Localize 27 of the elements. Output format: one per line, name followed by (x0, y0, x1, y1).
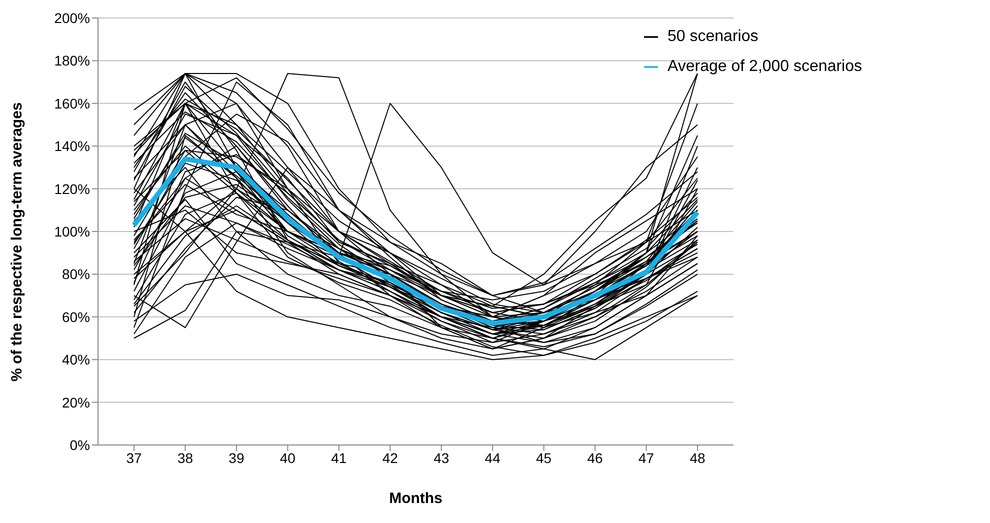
x-tick-label: 45 (536, 450, 552, 466)
x-axis-title: Months (389, 490, 442, 507)
y-axis-title: % of the respective long-term averages (8, 102, 26, 382)
x-tick-label: 43 (434, 450, 450, 466)
y-tick-label: 80% (62, 266, 90, 282)
legend-label: Average of 2,000 scenarios (668, 58, 862, 75)
x-tick-label: 41 (331, 450, 347, 466)
y-tick-label: 20% (62, 394, 90, 410)
legend-label: 50 scenarios (668, 28, 758, 45)
y-tick-label: 160% (54, 95, 90, 112)
y-tick-label: 40% (62, 352, 90, 368)
x-tick-label: 42 (382, 450, 398, 466)
x-tick-label: 38 (177, 450, 194, 466)
y-tick-label: 140% (54, 138, 90, 154)
x-tick-label: 47 (638, 450, 654, 466)
y-tick-label: 120% (54, 180, 90, 197)
x-tick-label: 48 (690, 450, 706, 466)
y-tick-label: 100% (54, 223, 90, 240)
y-tick-label: 180% (54, 52, 90, 69)
y-tick-label: 0% (70, 436, 90, 453)
x-tick-label: 46 (587, 450, 604, 466)
y-tick-label: 200% (54, 10, 90, 26)
x-tick-label: 44 (484, 450, 501, 466)
x-tick-label: 39 (228, 450, 244, 466)
y-tick-label: 60% (62, 308, 90, 325)
x-tick-label: 37 (126, 450, 142, 466)
x-tick-label: 40 (280, 450, 296, 466)
